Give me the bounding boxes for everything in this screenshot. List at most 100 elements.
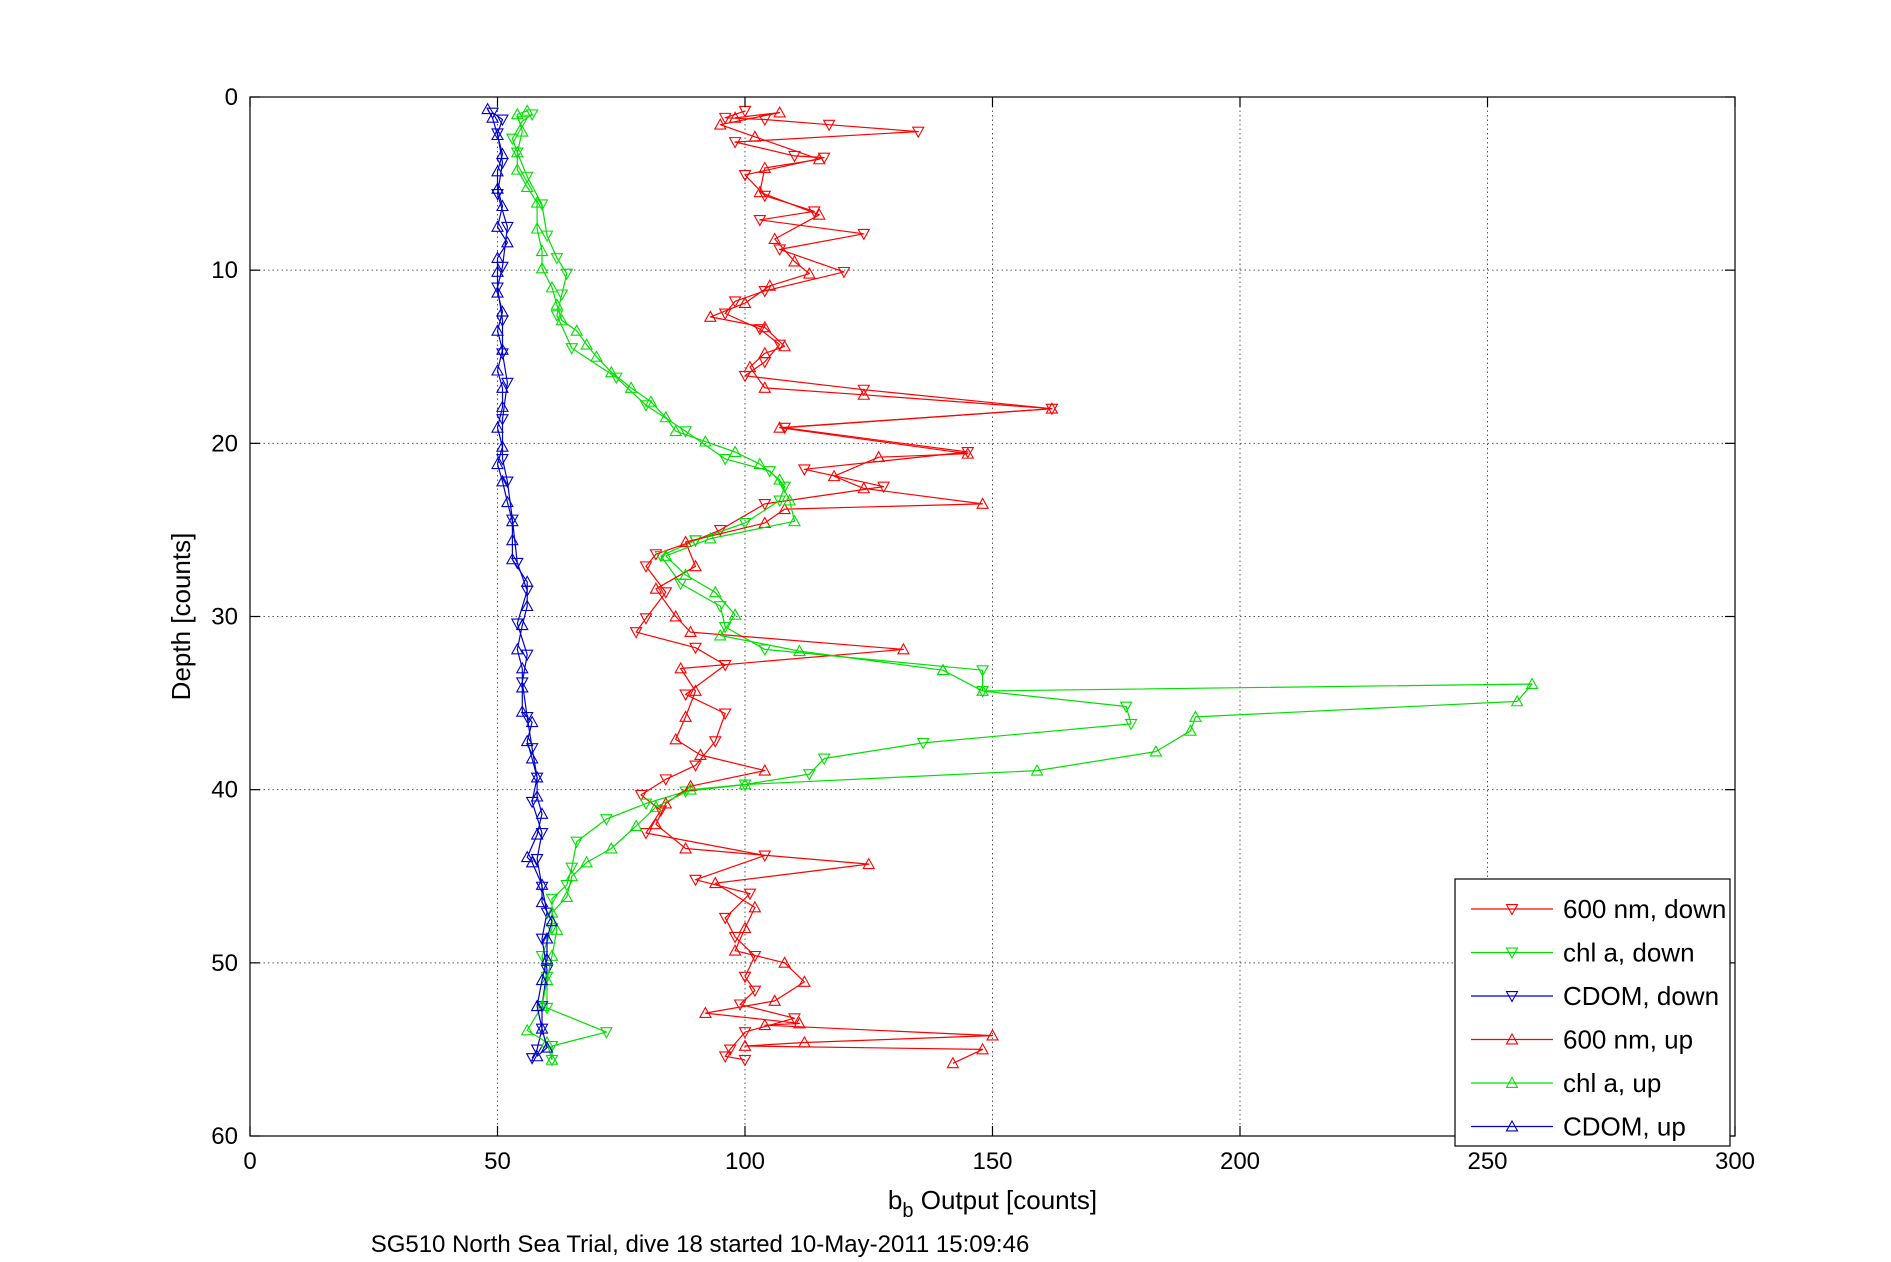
data-point <box>976 684 990 696</box>
y-tick-label: 20 <box>211 430 238 457</box>
data-point <box>728 608 742 620</box>
data-point <box>599 814 613 826</box>
data-point <box>639 828 653 840</box>
data-point <box>659 587 673 599</box>
data-point <box>773 105 787 118</box>
legend-entry: 600 nm, up <box>1471 1025 1693 1055</box>
data-point <box>540 1041 554 1053</box>
data-point <box>654 550 668 563</box>
data-point <box>580 337 594 350</box>
data-point <box>515 680 529 693</box>
legend-marker <box>1505 1119 1519 1132</box>
data-point <box>857 388 871 400</box>
data-point <box>550 310 564 322</box>
data-point <box>896 642 910 655</box>
data-point <box>793 1016 806 1029</box>
data-point <box>510 145 524 158</box>
x-axis-label-rest: Output [counts] <box>914 1185 1098 1215</box>
data-point <box>857 384 871 397</box>
data-point <box>802 266 816 279</box>
legend-marker <box>1505 1032 1519 1045</box>
data-point <box>936 663 950 676</box>
data-point <box>728 445 742 457</box>
data-point <box>535 244 549 257</box>
data-point <box>733 999 747 1012</box>
data-point <box>505 552 519 565</box>
data-point <box>505 514 519 527</box>
data-point <box>778 956 792 968</box>
x-tick-label: 250 <box>1467 1148 1507 1175</box>
data-point <box>496 114 509 127</box>
data-point <box>545 905 559 918</box>
data-point <box>788 254 801 267</box>
data-point <box>491 265 504 277</box>
data-point <box>535 1022 549 1034</box>
data-point <box>669 609 683 622</box>
data-point <box>565 343 579 355</box>
legend-entry: chl a, down <box>1471 938 1695 968</box>
plot-series <box>481 102 1539 1069</box>
data-point <box>520 734 534 747</box>
data-point <box>748 985 762 998</box>
data-point <box>713 118 727 130</box>
data-point <box>515 618 529 631</box>
data-point <box>535 878 549 890</box>
data-point <box>491 251 504 263</box>
data-point <box>496 305 509 317</box>
data-point <box>738 971 752 984</box>
data-point <box>545 1053 559 1065</box>
data-point <box>822 119 836 132</box>
data-point <box>872 450 886 463</box>
data-point <box>520 180 534 192</box>
series-line <box>511 113 1132 1060</box>
data-point <box>639 613 653 625</box>
legend-label: chl a, down <box>1563 938 1695 968</box>
data-point <box>530 195 544 208</box>
data-point <box>500 476 514 489</box>
data-point <box>515 125 529 137</box>
legend-entry: CDOM, up <box>1471 1112 1686 1142</box>
legend-label: 600 nm, down <box>1563 894 1726 924</box>
data-point <box>560 268 574 281</box>
data-point <box>986 1028 999 1041</box>
data-point <box>689 684 702 696</box>
data-point <box>728 111 742 123</box>
data-point <box>773 421 787 433</box>
data-point <box>689 642 702 655</box>
data-point <box>758 763 772 776</box>
data-point <box>758 644 772 657</box>
data-point <box>684 783 697 795</box>
data-point <box>679 426 693 438</box>
data-point <box>540 952 554 965</box>
data-point <box>545 893 559 906</box>
data-point <box>778 502 792 515</box>
data-point <box>718 912 732 925</box>
data-point <box>674 661 688 674</box>
data-point <box>496 147 509 160</box>
data-point <box>545 914 559 927</box>
data-point <box>500 221 514 234</box>
legend: 600 nm, down chl a, down CDOM, down 600 nm,… <box>1454 878 1731 1147</box>
data-point <box>679 710 693 722</box>
data-point <box>520 850 534 863</box>
data-point <box>1184 724 1197 736</box>
data-point <box>728 944 742 956</box>
data-point <box>505 533 519 546</box>
data-point <box>708 876 722 889</box>
data-point <box>763 279 777 291</box>
data-point <box>481 102 495 115</box>
data-point <box>550 923 564 935</box>
data-point <box>639 561 653 573</box>
data-point <box>515 661 529 674</box>
data-point <box>713 628 727 641</box>
series-line <box>655 111 1053 1064</box>
data-point <box>491 128 504 141</box>
data-point <box>718 708 732 721</box>
data-point <box>679 568 693 580</box>
data-point <box>857 228 871 241</box>
data-point <box>773 473 787 485</box>
data-point <box>649 817 663 830</box>
legend-entry: chl a, up <box>1471 1068 1661 1098</box>
data-point <box>753 324 767 336</box>
